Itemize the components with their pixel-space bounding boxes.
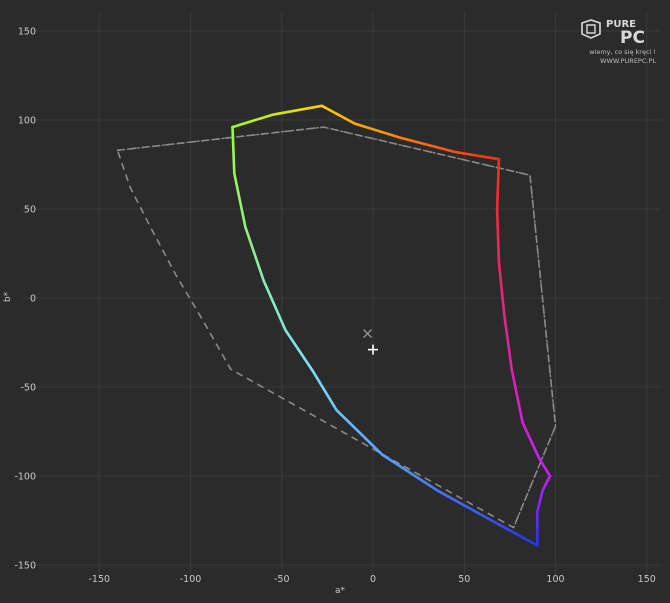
x-tick-label: 0	[370, 574, 376, 585]
x-tick-label: 50	[458, 574, 470, 585]
x-tick-label: -50	[274, 574, 290, 585]
y-tick-label: 100	[18, 116, 36, 127]
measured-gamut-segment	[535, 474, 552, 547]
grid	[22, 12, 662, 578]
measured-gamut-segment	[320, 104, 501, 161]
x-tick-label: 150	[638, 574, 656, 585]
y-tick-label: 150	[18, 27, 36, 38]
plot-area	[116, 104, 557, 547]
measured-gamut-segment	[231, 125, 315, 373]
y-tick-label: -150	[14, 561, 36, 572]
y-tick-label: -50	[20, 383, 36, 394]
purepc-watermark: PURE PC wiemy, co się kręci ! WWW.PUREPC…	[581, 19, 656, 65]
y-tick-label: -100	[14, 472, 36, 483]
y-axis-label: b*	[3, 291, 13, 302]
white-point-markers	[363, 329, 378, 355]
watermark-brand-top: PURE	[606, 19, 636, 30]
x-tick-label: -150	[88, 574, 110, 585]
x-axis-label: a*	[335, 586, 346, 596]
measured-gamut-segment	[231, 104, 324, 129]
watermark-brand-bottom: PC	[620, 28, 645, 48]
watermark-site: WWW.PUREPC.PL	[600, 57, 656, 65]
measured-gamut-segment	[495, 157, 552, 478]
measured-gamut-segment	[311, 369, 539, 547]
reference-gamut-dashed	[116, 126, 557, 529]
tick-labels: -150 -100 -50 0 50 100 150 150 100 50 0 -50 -100 -150	[14, 27, 655, 586]
y-tick-label: 50	[24, 205, 36, 216]
reference-gamut-dotted	[116, 126, 557, 529]
y-tick-label: 0	[30, 294, 36, 305]
watermark-tagline: wiemy, co się kręci !	[589, 48, 656, 56]
x-tick-label: 100	[546, 574, 564, 585]
x-tick-label: -100	[180, 574, 202, 585]
target-white-point-x-marker	[363, 329, 372, 339]
purepc-logo-icon	[581, 19, 601, 39]
